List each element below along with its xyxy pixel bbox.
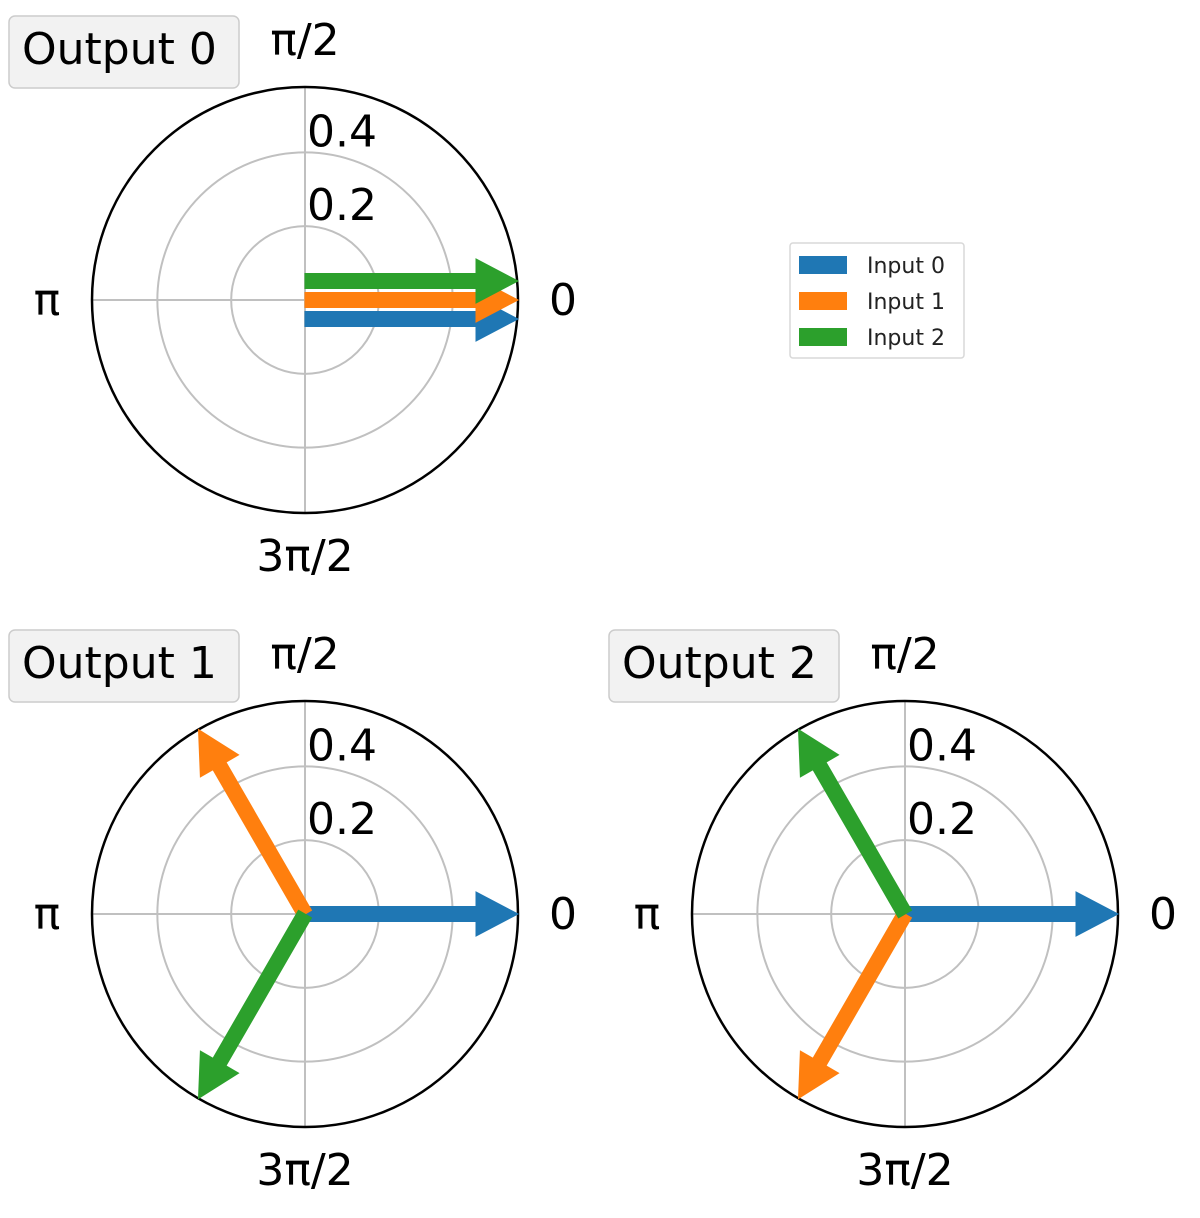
radial-tick-label: 0.2 <box>907 794 977 845</box>
chart-title-box <box>8 629 240 703</box>
radial-tick-label: 0.4 <box>907 720 977 771</box>
legend-entry-input-2: Input 2 <box>799 326 945 351</box>
angular-tick-label: π <box>634 889 661 940</box>
legend-entry-input-1: Input 1 <box>799 290 945 315</box>
arrow-input-2 <box>197 909 313 1100</box>
legend-label-input-1: Input 1 <box>867 290 945 315</box>
legend: Input 0 Input 1 Input 2 <box>789 242 965 359</box>
angular-tick-label: 0 <box>549 275 577 326</box>
polar-chart-output-1: Output 1 0.2 0.4 0 π/2 π 3π/2 <box>8 629 577 1196</box>
chart-title-box <box>8 15 240 89</box>
polar-chart-output-0: Output 0 0.2 0.4 0 π/2 π 3π/2 <box>8 15 577 582</box>
angular-tick-label: 0 <box>549 889 577 940</box>
radial-tick-label: 0.4 <box>307 720 377 771</box>
chart-title: Output 0 <box>22 24 217 75</box>
radial-tick-label: 0.4 <box>307 106 377 157</box>
legend-entry-input-0: Input 0 <box>799 254 945 279</box>
chart-title: Output 2 <box>622 638 817 689</box>
legend-swatch-input-0 <box>799 256 847 274</box>
angular-tick-label: π <box>34 889 61 940</box>
arrow-input-1 <box>197 728 313 919</box>
arrow-input-0 <box>904 891 1120 937</box>
polar-chart-output-2: Output 2 0.2 0.4 0 π/2 π 3π/2 <box>608 629 1177 1196</box>
radial-tick-label: 0.2 <box>307 180 377 231</box>
angular-tick-label: 0 <box>1149 889 1177 940</box>
angular-tick-label: 3π/2 <box>256 1145 353 1196</box>
angular-tick-label: π <box>34 275 61 326</box>
angular-tick-label: π/2 <box>270 629 339 680</box>
legend-label-input-0: Input 0 <box>867 254 945 279</box>
arrow-input-1 <box>797 909 913 1100</box>
angular-tick-label: 3π/2 <box>856 1145 953 1196</box>
arrow-input-0 <box>304 891 520 937</box>
angular-tick-label: π/2 <box>870 629 939 680</box>
legend-label-input-2: Input 2 <box>867 326 945 351</box>
angular-tick-label: 3π/2 <box>256 531 353 582</box>
chart-title: Output 1 <box>22 638 217 689</box>
chart-title-box <box>608 629 840 703</box>
angular-tick-label: π/2 <box>270 15 339 66</box>
legend-swatch-input-1 <box>799 292 847 310</box>
radial-tick-label: 0.2 <box>307 794 377 845</box>
arrow-input-2 <box>797 728 913 919</box>
legend-swatch-input-2 <box>799 328 847 346</box>
arrow-input-2 <box>304 258 520 304</box>
